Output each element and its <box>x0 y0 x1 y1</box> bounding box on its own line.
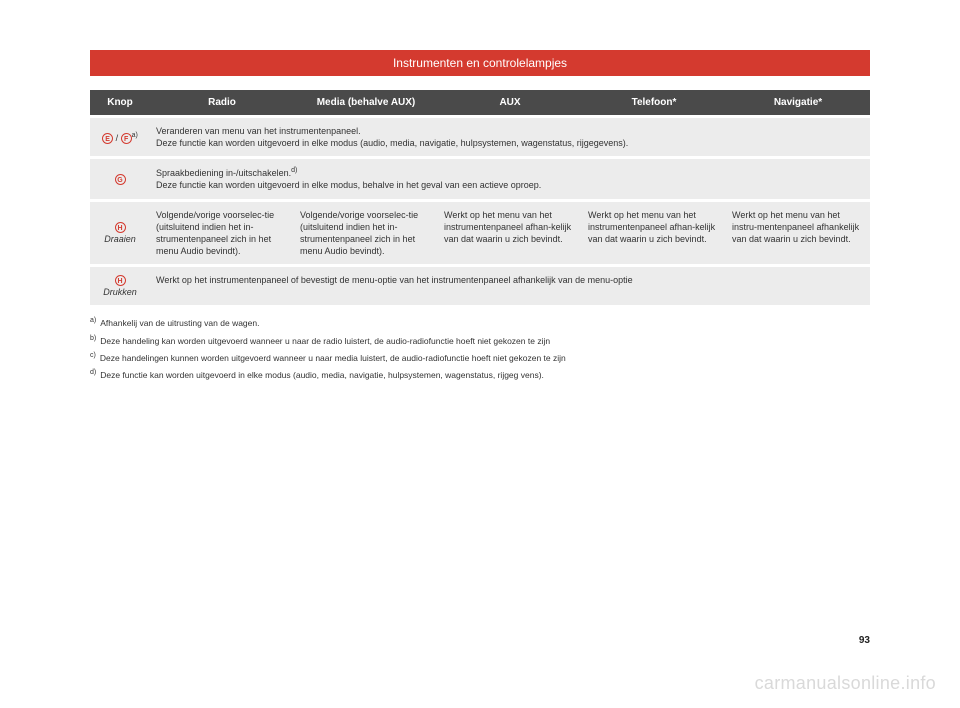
footnote-d: d)Deze functie kan worden uitgevoerd in … <box>90 367 870 383</box>
button-e-icon: E <box>102 133 113 144</box>
knop-g: G <box>90 158 150 200</box>
col-navigatie: Navigatie* <box>726 90 870 117</box>
cell-ef-text: Veranderen van menu van het instrumenten… <box>150 117 870 158</box>
section-title: Instrumenten en controlelampjes <box>90 50 870 76</box>
footnote-a: a)Afhankelij van de uitrusting van de wa… <box>90 315 870 331</box>
cell-druk-text: Werkt op het instrumentenpaneel of beves… <box>150 266 870 306</box>
footnotes: a)Afhankelij van de uitrusting van de wa… <box>90 315 870 383</box>
button-h-icon: H <box>115 222 126 233</box>
row-h-draaien: H Draaien Volgende/vorige voorselec-tie … <box>90 200 870 266</box>
knop-h-drukken: H Drukken <box>90 266 150 306</box>
ef-line1: Veranderen van menu van het instrumenten… <box>156 126 361 136</box>
page-number: 93 <box>859 635 870 646</box>
cell-draai-media: Volgende/vorige voorselec-tie (uitsluite… <box>294 200 438 266</box>
label-drukken: Drukken <box>103 287 137 297</box>
cell-draai-aux: Werkt op het menu van het instrumentenpa… <box>438 200 582 266</box>
cell-draai-radio: Volgende/vorige voorselec-tie (uitsluite… <box>150 200 294 266</box>
button-f-icon: F <box>121 133 132 144</box>
ef-line2: Deze functie kan worden uitgevoerd in el… <box>156 138 628 148</box>
col-telefoon: Telefoon* <box>582 90 726 117</box>
cell-draai-navigatie: Werkt op het menu van het instru-mentenp… <box>726 200 870 266</box>
footnote-d-text: Deze functie kan worden uitgevoerd in el… <box>100 370 544 380</box>
col-knop: Knop <box>90 90 150 117</box>
knop-ef: E / Fa) <box>90 117 150 158</box>
row-g: G Spraakbediening in-/uitschakelen.d) De… <box>90 158 870 200</box>
footnote-c: c)Deze handelingen kunnen worden uitgevo… <box>90 350 870 366</box>
controls-table: Knop Radio Media (behalve AUX) AUX Telef… <box>90 90 870 305</box>
button-h2-icon: H <box>115 275 126 286</box>
col-radio: Radio <box>150 90 294 117</box>
button-g-icon: G <box>115 174 126 185</box>
sep: / <box>113 133 121 143</box>
footnote-c-text: Deze handelingen kunnen worden uitgevoer… <box>100 352 566 362</box>
col-media: Media (behalve AUX) <box>294 90 438 117</box>
footnote-a-text: Afhankelij van de uitrusting van de wage… <box>100 318 259 328</box>
watermark: carmanualsonline.info <box>755 673 936 694</box>
cell-draai-telefoon: Werkt op het menu van het instrumentenpa… <box>582 200 726 266</box>
sup-d: d) <box>291 167 297 174</box>
cell-g-text: Spraakbediening in-/uitschakelen.d) Deze… <box>150 158 870 200</box>
row-h-drukken: H Drukken Werkt op het instrumentenpanee… <box>90 266 870 306</box>
sup-a: a) <box>132 132 138 139</box>
col-aux: AUX <box>438 90 582 117</box>
label-draaien: Draaien <box>104 234 136 244</box>
g-line1: Spraakbediening in-/uitschakelen. <box>156 168 291 178</box>
g-line2: Deze functie kan worden uitgevoerd in el… <box>156 180 541 190</box>
footnote-b-text: Deze handeling kan worden uitgevoerd wan… <box>100 335 550 345</box>
footnote-b: b)Deze handeling kan worden uitgevoerd w… <box>90 333 870 349</box>
knop-h-draaien: H Draaien <box>90 200 150 266</box>
table-header-row: Knop Radio Media (behalve AUX) AUX Telef… <box>90 90 870 117</box>
row-ef: E / Fa) Veranderen van menu van het inst… <box>90 117 870 158</box>
manual-page: Instrumenten en controlelampjes Knop Rad… <box>90 50 870 384</box>
